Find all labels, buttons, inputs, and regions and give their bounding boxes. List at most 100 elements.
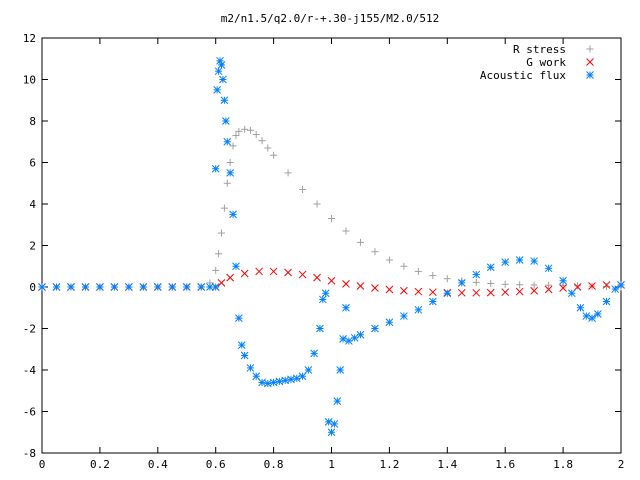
data-point (342, 303, 350, 312)
y-tick-label: 4 (29, 198, 36, 211)
data-point (428, 288, 437, 297)
data-point (371, 324, 379, 333)
data-point (153, 283, 162, 291)
data-point (588, 282, 596, 290)
data-point (223, 137, 232, 146)
data-point (270, 151, 278, 159)
data-point (298, 372, 307, 381)
data-point (342, 280, 350, 288)
series-layer (38, 56, 625, 437)
data-point (241, 125, 249, 133)
axes-layer: 0 0.2 0.4 0.6 0.8 1 1.2 1.4 1.6 1.8 2 -8 -6 -4 -2 0 2 4 6 8… (23, 32, 625, 471)
data-point (217, 229, 225, 237)
data-point (400, 286, 408, 295)
data-point (298, 270, 307, 279)
data-point (284, 169, 292, 177)
data-point (212, 266, 220, 274)
data-point (217, 278, 226, 287)
data-point (576, 303, 585, 312)
data-point (371, 284, 379, 292)
data-point (182, 283, 191, 291)
data-point (269, 267, 278, 276)
data-point (559, 284, 567, 292)
data-point (304, 366, 313, 374)
data-point (223, 179, 231, 187)
data-point (275, 377, 284, 386)
data-point (246, 364, 255, 372)
data-point (567, 289, 576, 298)
data-point (240, 269, 249, 278)
data-point (588, 314, 596, 322)
data-point (232, 132, 240, 140)
chart-title: m2/n1.5/q2.0/r-+.30-j155/M2.0/512 (221, 12, 440, 25)
data-point (486, 263, 495, 272)
data-point (429, 272, 437, 280)
data-point (472, 288, 481, 297)
x-tick-label: 0.4 (148, 458, 168, 471)
data-point (255, 267, 263, 276)
data-point (229, 210, 237, 219)
data-point (110, 283, 119, 291)
data-point (559, 276, 567, 285)
y-tick-label: 0 (29, 281, 36, 294)
data-point (443, 289, 452, 298)
data-point (226, 273, 235, 282)
data-point (501, 258, 510, 266)
data-point (530, 286, 539, 295)
series-r-stress (38, 125, 625, 291)
data-point (602, 297, 611, 306)
data-point (213, 86, 222, 94)
data-point (139, 283, 148, 291)
data-point (67, 283, 75, 291)
data-point (313, 273, 321, 282)
data-point (81, 283, 90, 291)
x-tick-label: 1.6 (495, 458, 515, 471)
data-point (515, 256, 524, 264)
x-tick-label: 2 (618, 458, 625, 471)
data-point (214, 67, 223, 76)
data-point (124, 283, 133, 291)
data-point (330, 420, 339, 428)
data-point (310, 349, 318, 358)
data-point (544, 264, 553, 273)
x-tick-label: 0 (39, 458, 46, 471)
data-point (52, 283, 61, 291)
data-point (327, 276, 336, 285)
data-point (220, 96, 229, 105)
data-point (96, 283, 104, 291)
y-tick-label: 10 (23, 74, 36, 87)
series-acoustic-flux (38, 56, 625, 437)
data-point (400, 262, 408, 270)
plot-frame (41, 37, 622, 454)
legend-label: R stress (513, 43, 566, 56)
data-point (336, 366, 345, 374)
y-tick-label: 8 (29, 115, 36, 128)
data-point (486, 288, 495, 297)
y-tick-label: -2 (23, 323, 36, 336)
legend-label: G work (526, 56, 566, 69)
data-point (38, 283, 46, 291)
x-tick-label: 1.2 (379, 458, 399, 471)
data-point (530, 281, 538, 289)
data-point (602, 281, 611, 289)
data-point (264, 144, 272, 152)
data-point (428, 297, 437, 306)
x-tick-label: 0.2 (90, 458, 110, 471)
data-point (472, 278, 480, 286)
data-point (220, 204, 228, 212)
data-point (316, 324, 324, 333)
data-point (472, 270, 481, 279)
data-point (400, 312, 408, 320)
data-point (328, 215, 335, 223)
data-point (371, 248, 379, 256)
data-point (501, 280, 509, 288)
data-point (211, 283, 220, 291)
x-tick-label: 1 (328, 458, 335, 471)
data-point (414, 305, 423, 314)
data-point (321, 289, 330, 298)
data-point (252, 372, 261, 381)
x-tick-label: 0.8 (264, 458, 284, 471)
data-point (515, 287, 524, 296)
y-tick-label: 12 (23, 32, 36, 45)
